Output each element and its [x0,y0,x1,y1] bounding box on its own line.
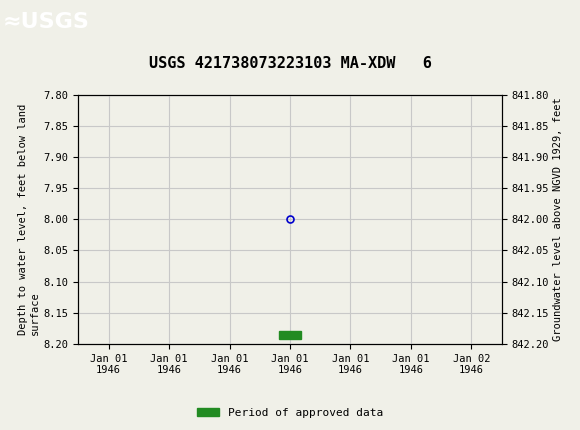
Text: USGS 421738073223103 MA-XDW   6: USGS 421738073223103 MA-XDW 6 [148,56,432,71]
Bar [279,331,301,339]
Y-axis label: Depth to water level, feet below land
surface: Depth to water level, feet below land su… [18,104,39,335]
Text: ≈USGS: ≈USGS [3,12,90,31]
Y-axis label: Groundwater level above NGVD 1929, feet: Groundwater level above NGVD 1929, feet [553,98,563,341]
Legend: Period of approved data: Period of approved data [193,403,387,422]
